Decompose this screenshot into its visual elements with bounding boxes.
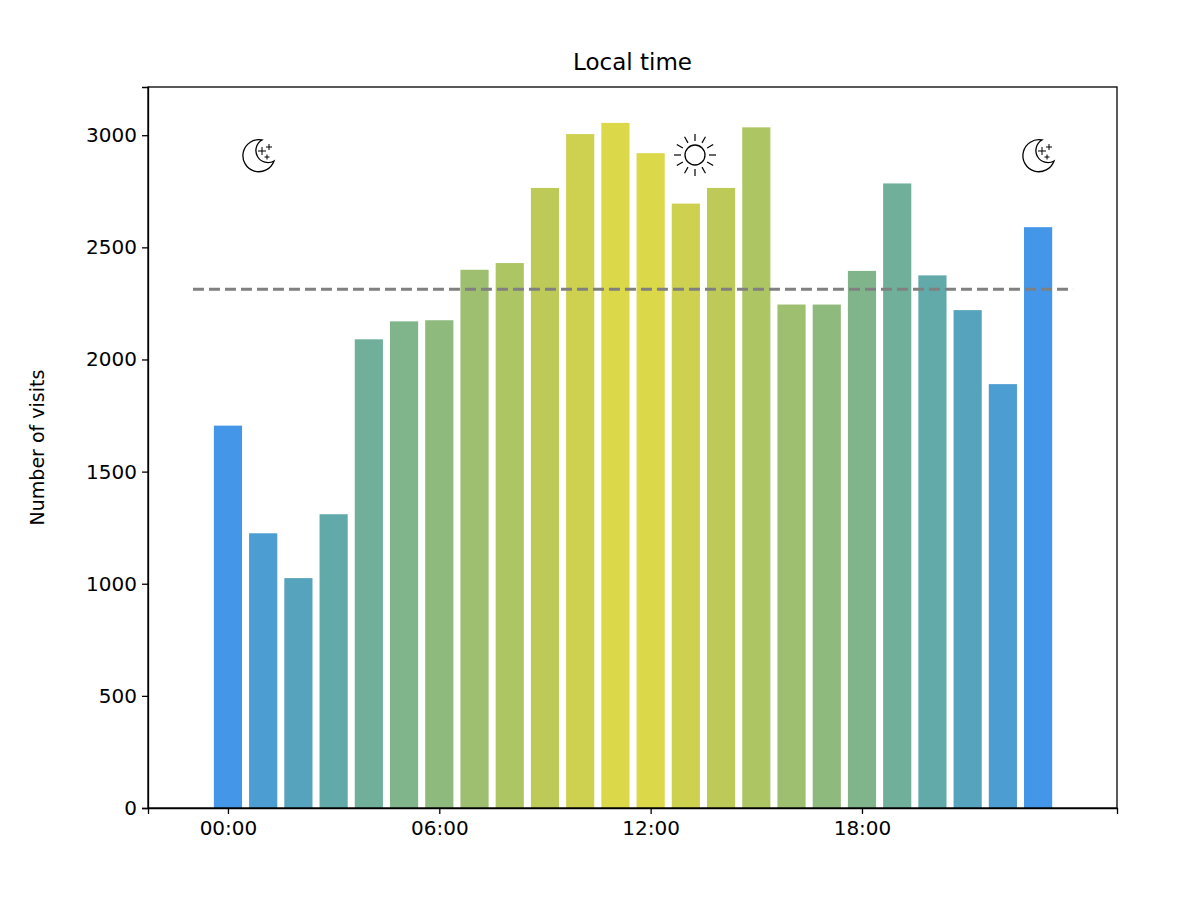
bar: [249, 533, 277, 808]
sun-ray: [677, 162, 683, 166]
bar: [707, 188, 735, 808]
y-tick-label: 1500: [86, 460, 137, 484]
y-tick-mark: [142, 696, 148, 697]
y-tick: 0: [124, 796, 148, 820]
sun-disc: [685, 145, 705, 165]
y-tick-label: 500: [99, 684, 137, 708]
bar: [284, 578, 312, 808]
bar: [496, 263, 524, 808]
plot-frame: [148, 87, 1117, 808]
y-tick: 2500: [86, 235, 148, 259]
y-tick-mark: [142, 584, 148, 585]
bar: [320, 514, 348, 808]
plot-area: [193, 123, 1073, 808]
x-tick: 00:00: [200, 808, 258, 840]
moon-icon: [243, 140, 274, 172]
sun-ray: [674, 154, 681, 155]
bar: [566, 134, 594, 808]
bar: [672, 204, 700, 808]
bar: [425, 320, 453, 808]
bar: [848, 271, 876, 808]
y-tick-mark: [142, 359, 148, 360]
sun-ray: [707, 145, 713, 149]
sun-ray: [694, 169, 695, 176]
x-tick: 18:00: [834, 808, 892, 840]
bar: [531, 188, 559, 808]
bar: [214, 426, 242, 808]
y-tick-label: 3000: [86, 123, 137, 147]
y-tick-mark: [142, 808, 148, 809]
x-tick: 06:00: [411, 808, 469, 840]
moon-shape: [1023, 140, 1054, 172]
star: [1038, 147, 1046, 155]
y-tick-mark: [142, 247, 148, 248]
chart-title: Local time: [573, 49, 692, 75]
sun-ray: [707, 162, 713, 166]
bar: [742, 127, 770, 808]
star: [1045, 155, 1050, 160]
bar: [637, 153, 665, 808]
bar: [460, 270, 488, 808]
bar: [813, 305, 841, 808]
y-tick-mark: [142, 471, 148, 472]
y-tick-label: 0: [124, 796, 137, 820]
bar: [883, 183, 911, 808]
sun-ray: [677, 145, 683, 149]
bar: [954, 310, 982, 808]
bar: [777, 305, 805, 808]
y-tick: 3000: [86, 123, 148, 147]
y-axis: 0 500 1000 1500 2000 2500 3000: [86, 88, 148, 820]
moon-shape: [243, 140, 274, 172]
bar: [1024, 227, 1052, 808]
sun-ray: [694, 134, 695, 141]
x-axis: 00:00 06:00 12:00 18:00: [149, 808, 1118, 840]
star: [1046, 144, 1052, 150]
y-tick: 2000: [86, 347, 148, 371]
x-tick-label: 00:00: [200, 816, 258, 840]
star: [265, 155, 270, 160]
sun-icon: [674, 134, 716, 176]
sun-ray: [702, 137, 706, 143]
y-tick-mark: [142, 135, 148, 136]
x-tick-label: 12:00: [622, 816, 680, 840]
x-tick-mark: [228, 808, 229, 814]
bar: [355, 339, 383, 808]
sun-ray: [685, 167, 689, 173]
bar: [390, 321, 418, 808]
sun-ray: [709, 154, 716, 155]
x-tick-label: 18:00: [834, 816, 892, 840]
star: [258, 147, 266, 155]
y-tick-label: 2500: [86, 235, 137, 259]
bar: [989, 384, 1017, 808]
x-tick-mark: [650, 808, 651, 814]
y-tick-label: 2000: [86, 347, 137, 371]
bar: [918, 275, 946, 808]
y-tick-label: 1000: [86, 572, 137, 596]
x-tick-label: 06:00: [411, 816, 469, 840]
x-tick: 12:00: [622, 808, 680, 840]
moon-icon: [1023, 140, 1054, 172]
chart: 0 500 1000 1500 2000 2500 3000 00:00 06:00 12:00 1…: [0, 0, 1200, 899]
star: [266, 144, 272, 150]
sun-ray: [702, 167, 706, 173]
y-tick: 500: [99, 684, 148, 708]
x-axis-line: [149, 809, 1118, 815]
sun-ray: [685, 137, 689, 143]
x-tick-mark: [439, 808, 440, 814]
y-tick: 1000: [86, 572, 148, 596]
y-axis-line: [142, 88, 149, 809]
y-tick: 1500: [86, 460, 148, 484]
y-axis-title: Number of visits: [26, 370, 48, 526]
bar: [601, 123, 629, 808]
mean-line: [193, 288, 1073, 291]
x-tick-mark: [862, 808, 863, 814]
